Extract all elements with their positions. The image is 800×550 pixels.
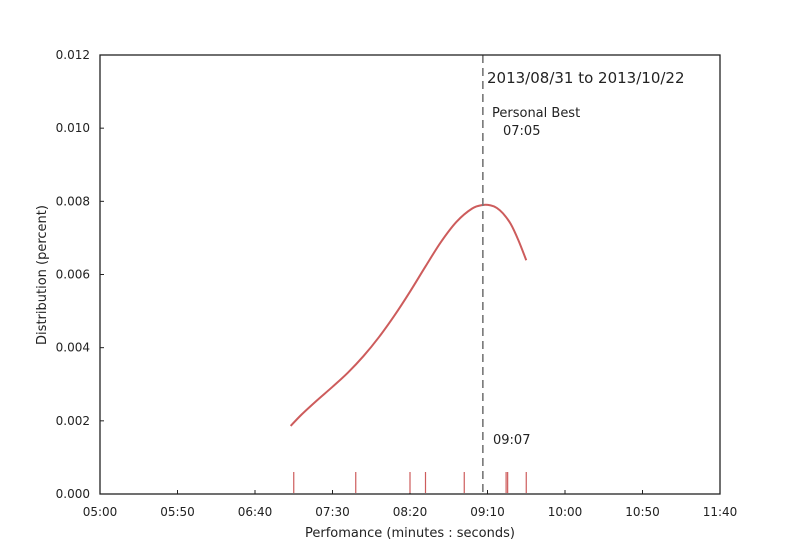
personal-best-time: 07:05 — [503, 124, 540, 139]
y-tick-label: 0.010 — [56, 121, 90, 135]
x-tick-label: 05:50 — [160, 505, 195, 519]
y-tick-label: 0.006 — [56, 268, 90, 282]
y-axis-label: Distribution (percent) — [35, 205, 50, 345]
y-tick-label: 0.004 — [56, 341, 90, 355]
plot-frame — [99, 54, 721, 495]
y-tick-label: 0.012 — [56, 48, 90, 62]
x-tick-label: 09:10 — [470, 505, 505, 519]
rug-marks — [293, 472, 527, 493]
x-tick-label: 05:00 — [83, 505, 118, 519]
x-axis-ticks: 05:00 05:50 06:40 07:30 08:20 09:10 10:00 10:50… — [83, 490, 738, 519]
x-tick-label: 10:00 — [548, 505, 583, 519]
x-tick-label: 08:20 — [393, 505, 428, 519]
x-tick-label: 07:30 — [315, 505, 350, 519]
y-tick-label: 0.002 — [56, 414, 90, 428]
y-axis-ticks: 0.000 0.002 0.004 0.006 0.008 0.010 0.012 — [56, 48, 104, 501]
y-tick-label: 0.000 — [56, 487, 90, 501]
x-tick-label: 10:50 — [625, 505, 660, 519]
y-tick-label: 0.008 — [56, 194, 90, 208]
personal-best-label: Personal Best — [492, 106, 580, 121]
x-axis-label: Perfomance (minutes : seconds) — [305, 526, 515, 541]
date-range-annotation: 2013/08/31 to 2013/10/22 — [487, 69, 685, 87]
x-tick-label: 11:40 — [703, 505, 738, 519]
density-curve — [289, 203, 528, 427]
x-tick-label: 06:40 — [238, 505, 273, 519]
vline-time-label: 09:07 — [493, 433, 530, 448]
